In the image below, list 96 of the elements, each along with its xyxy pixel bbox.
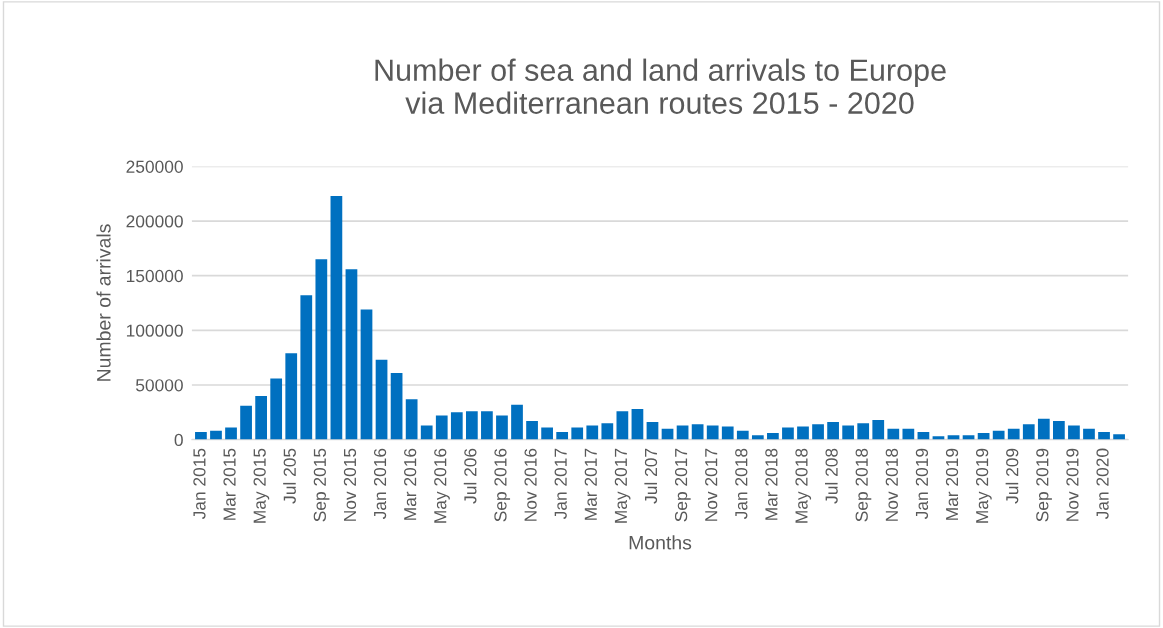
x-tick-label: Jan 2017 [554, 448, 567, 520]
x-tick-label: Jul 207 [644, 448, 658, 504]
bar [1113, 434, 1125, 440]
bar [827, 422, 839, 440]
x-axis-title: Months [629, 535, 692, 550]
x-tick-label: Jan 2016 [373, 448, 387, 520]
bar [195, 431, 207, 440]
x-tick-label: Nov 2019 [1066, 448, 1079, 521]
x-tick-label: Mar 2018 [765, 448, 778, 520]
bar [812, 424, 824, 440]
bar [285, 353, 298, 440]
bar [1083, 428, 1095, 440]
bar [270, 378, 283, 440]
bar [902, 428, 915, 440]
bar [556, 431, 569, 440]
bar [571, 427, 584, 440]
bar [1022, 424, 1035, 440]
x-tick-label: Sep 2019 [1036, 448, 1052, 522]
bar [255, 395, 267, 440]
y-tick-label: 150000 [126, 269, 183, 283]
chart-title: Number of sea and land arrivals to Europe via Mediterranean routes 2015 - 2020 [375, 58, 946, 114]
x-tick-label: Jan 2019 [915, 448, 929, 520]
bar [375, 359, 388, 440]
bar [240, 405, 252, 440]
bar [465, 411, 478, 440]
bar [300, 295, 313, 440]
bar [706, 425, 719, 440]
bar [887, 428, 900, 440]
x-tick-label: Nov 2015 [343, 448, 357, 521]
bar [872, 419, 885, 440]
bar [541, 427, 553, 440]
y-tick-label: 100000 [126, 324, 183, 337]
bar [586, 425, 599, 440]
bar [345, 269, 358, 440]
x-tick-label: Nov 2018 [885, 448, 898, 521]
x-tick-label: Jul 209 [1005, 448, 1019, 504]
bar [390, 372, 403, 440]
bar [691, 424, 704, 440]
x-tick-label: Jul 205 [283, 448, 296, 504]
x-tick-label: Mar 2016 [404, 448, 417, 520]
bar [616, 411, 629, 440]
x-tick-label: Nov 2017 [705, 448, 718, 521]
x-tick-label: Sep 2016 [494, 448, 511, 522]
x-tick-label: Sep 2015 [313, 448, 330, 522]
x-tick-label: Jul 208 [825, 448, 838, 504]
x-tick-label: May 2019 [975, 448, 992, 523]
bar [1037, 418, 1050, 440]
bar [1053, 421, 1065, 440]
bar [646, 422, 659, 440]
x-tick-label: May 2016 [434, 448, 450, 523]
bar [842, 425, 855, 440]
bar [797, 426, 809, 440]
bar [992, 430, 1005, 440]
bar [330, 195, 343, 440]
y-tick-label: 200000 [126, 215, 183, 228]
y-axis-title: Number of arrivals [96, 224, 111, 381]
bar [315, 259, 328, 440]
bar [721, 426, 734, 440]
x-tick-label: Jan 2020 [1096, 448, 1109, 520]
bar [210, 430, 222, 440]
y-tick-label: 0 [174, 433, 183, 447]
x-tick-label: Jan 2015 [193, 448, 206, 520]
y-tick-label: 50000 [135, 379, 183, 392]
bar [857, 423, 870, 440]
x-tick-label: May 2017 [614, 448, 631, 523]
bar [405, 399, 418, 440]
bar [676, 425, 689, 440]
bar [496, 415, 508, 440]
bar [450, 412, 463, 440]
bar [481, 411, 493, 440]
bar [435, 415, 448, 440]
bar [782, 427, 794, 440]
bar [1098, 431, 1110, 440]
x-tick-label: Sep 2017 [674, 448, 691, 522]
bar [631, 409, 644, 440]
bar [736, 430, 749, 440]
x-tick-label: Sep 2018 [855, 448, 872, 522]
bar [767, 433, 779, 440]
bar [420, 425, 433, 440]
x-tick-label: Mar 2017 [584, 448, 597, 520]
bar [225, 427, 237, 440]
x-tick-label: Mar 2015 [223, 448, 236, 520]
bar [526, 421, 538, 440]
bar [751, 435, 764, 440]
x-tick-label: Jul 206 [463, 448, 477, 504]
bar [360, 309, 373, 440]
x-tick-label: Jan 2018 [735, 448, 748, 520]
bar [511, 404, 523, 440]
y-tick-label: 250000 [126, 160, 183, 173]
x-tick-label: Mar 2019 [945, 448, 959, 520]
bar [1068, 425, 1080, 440]
x-tick-label: May 2015 [253, 448, 270, 523]
bar [601, 423, 614, 440]
bar [1007, 428, 1020, 440]
x-tick-label: Nov 2016 [524, 448, 537, 521]
x-tick-label: May 2018 [795, 448, 812, 523]
